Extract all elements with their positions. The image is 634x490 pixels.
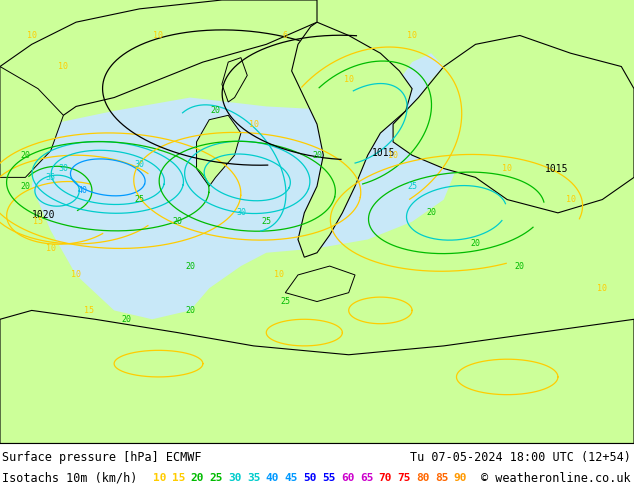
Text: 65: 65 [360,473,373,483]
Text: 10: 10 [58,62,68,71]
Text: 25: 25 [134,195,145,204]
Text: 25: 25 [407,182,417,191]
Polygon shape [292,22,412,257]
Text: 20: 20 [210,106,221,115]
Polygon shape [285,266,355,301]
Text: 60: 60 [341,473,354,483]
Text: 75: 75 [398,473,411,483]
Text: 30: 30 [236,208,246,218]
Text: 80: 80 [416,473,430,483]
Text: 1020: 1020 [31,210,55,220]
Text: 20: 20 [185,306,195,315]
Text: 15: 15 [33,217,43,226]
Polygon shape [0,67,63,177]
Text: 6: 6 [283,31,288,40]
Text: 30: 30 [228,473,242,483]
Text: 20: 20 [20,182,30,191]
Text: 10: 10 [388,151,398,160]
Text: 35: 35 [46,173,56,182]
Text: 55: 55 [322,473,335,483]
Polygon shape [380,53,444,124]
Polygon shape [133,106,266,208]
Text: 90: 90 [454,473,467,483]
Text: 30: 30 [134,160,145,169]
Text: 25: 25 [209,473,223,483]
Text: 40: 40 [77,186,87,195]
Text: Surface pressure [hPa] ECMWF: Surface pressure [hPa] ECMWF [2,450,202,464]
Text: 15: 15 [84,306,94,315]
Text: 10: 10 [153,31,164,40]
Text: 70: 70 [378,473,392,483]
Text: 15: 15 [172,473,185,483]
Text: 20: 20 [172,217,183,226]
Text: 20: 20 [515,262,525,270]
Text: 20: 20 [185,262,195,270]
Text: 20: 20 [312,151,322,160]
Text: 20: 20 [122,315,132,324]
Text: 85: 85 [435,473,448,483]
Text: 45: 45 [285,473,298,483]
Polygon shape [393,35,634,213]
Text: 10: 10 [46,244,56,253]
Text: 50: 50 [304,473,317,483]
Text: 10: 10 [71,270,81,279]
Text: 35: 35 [247,473,261,483]
Text: Isotachs 10m (km/h): Isotachs 10m (km/h) [2,472,138,485]
Text: 10: 10 [407,31,417,40]
Text: © weatheronline.co.uk: © weatheronline.co.uk [481,472,631,485]
Text: 10: 10 [502,164,512,173]
Text: 10: 10 [274,270,284,279]
Text: 25: 25 [261,217,271,226]
Polygon shape [32,98,456,319]
Text: 10: 10 [27,31,37,40]
Text: 10: 10 [249,120,259,129]
Text: 20: 20 [191,473,204,483]
Text: 25: 25 [280,297,290,306]
Text: Tu 07-05-2024 18:00 UTC (12+54): Tu 07-05-2024 18:00 UTC (12+54) [410,450,631,464]
Text: 10: 10 [153,473,167,483]
Polygon shape [197,115,241,186]
Text: 10: 10 [566,195,576,204]
Polygon shape [0,0,317,124]
Text: 40: 40 [266,473,280,483]
Text: 1015: 1015 [545,164,569,173]
Text: 1015: 1015 [372,148,396,158]
Text: 20: 20 [470,240,481,248]
Text: 10: 10 [597,284,607,293]
Text: 20: 20 [20,151,30,160]
Polygon shape [0,311,634,443]
Text: 30: 30 [58,164,68,173]
Polygon shape [222,58,247,102]
Text: 10: 10 [344,75,354,84]
Text: 20: 20 [426,208,436,218]
